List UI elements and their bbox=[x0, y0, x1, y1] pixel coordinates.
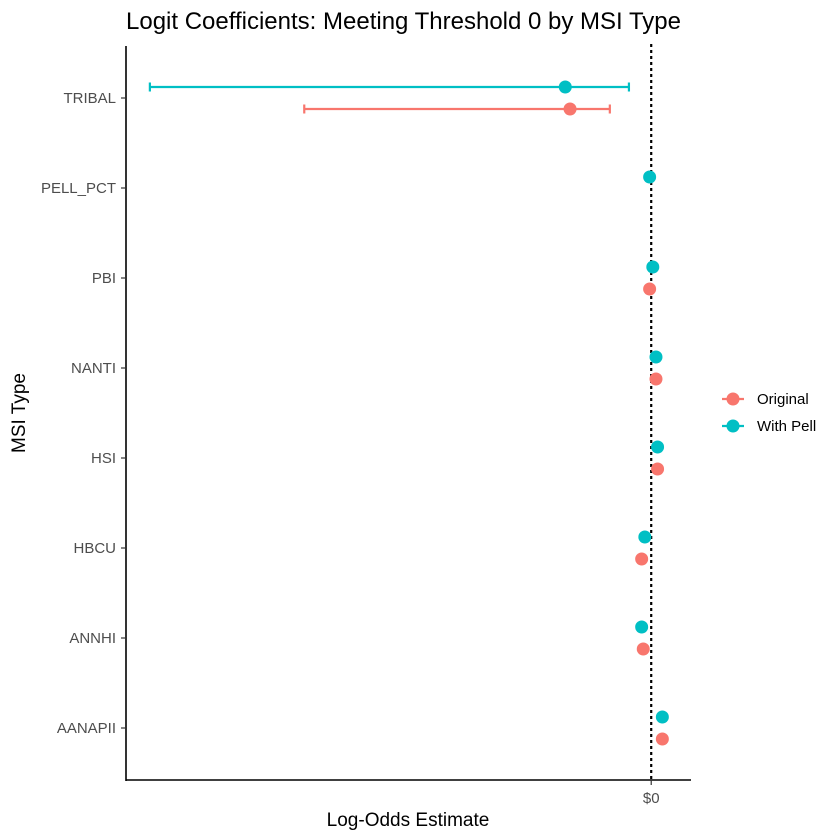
legend-label-with-pell: With Pell bbox=[757, 418, 816, 435]
y-axis-ticks: AANAPII ANNHI HBCU HSI NANTI PBI PELL_PCT TRIBA… bbox=[41, 90, 126, 737]
point-original-annhi bbox=[636, 642, 650, 656]
y-axis-title: MSI Type bbox=[9, 373, 30, 453]
y-tick-label-hbcu: HBCU bbox=[73, 540, 116, 557]
y-tick-label-aanapii: AANAPII bbox=[57, 720, 116, 737]
point-with-pell-hbcu bbox=[638, 530, 652, 544]
legend-item-with-pell: With Pell bbox=[722, 418, 816, 435]
point-with-pell-aanapii bbox=[655, 710, 669, 724]
y-tick-label-tribal: TRIBAL bbox=[63, 90, 116, 107]
point-with-pell-annhi bbox=[635, 620, 649, 634]
point-with-pell-tribal bbox=[558, 80, 572, 94]
legend-item-original: Original bbox=[722, 391, 809, 408]
plot-area bbox=[148, 44, 669, 780]
point-original-tribal bbox=[563, 102, 577, 116]
y-tick-label-pbi: PBI bbox=[92, 270, 116, 287]
point-original-nanti bbox=[649, 372, 663, 386]
chart-title: Logit Coefficients: Meeting Threshold 0 … bbox=[126, 8, 681, 35]
legend-label-original: Original bbox=[757, 391, 809, 408]
point-with-pell-nanti bbox=[649, 350, 663, 364]
y-tick-label-pell_pct: PELL_PCT bbox=[41, 180, 116, 197]
point-with-pell-pbi bbox=[646, 260, 660, 274]
point-original-pbi bbox=[643, 282, 657, 296]
x-axis-title: Log-Odds Estimate bbox=[327, 810, 490, 831]
legend-key-point bbox=[726, 419, 740, 433]
y-tick-label-nanti: NANTI bbox=[71, 360, 116, 377]
legend-key-point bbox=[726, 392, 740, 406]
point-original-hsi bbox=[651, 462, 665, 476]
x-tick-label: $0 bbox=[643, 790, 660, 807]
point-with-pell-hsi bbox=[651, 440, 665, 454]
x-axis-ticks: $0 bbox=[643, 780, 660, 807]
point-original-aanapii bbox=[655, 732, 669, 746]
errorbar-with-pell-tribal bbox=[148, 82, 631, 92]
point-original-hbcu bbox=[635, 552, 649, 566]
y-tick-label-hsi: HSI bbox=[91, 450, 116, 467]
legend: Original With Pell bbox=[722, 391, 816, 435]
y-tick-label-annhi: ANNHI bbox=[69, 630, 116, 647]
point-with-pell-pell_pct bbox=[643, 170, 657, 184]
errorbar-original-tribal bbox=[303, 104, 611, 114]
